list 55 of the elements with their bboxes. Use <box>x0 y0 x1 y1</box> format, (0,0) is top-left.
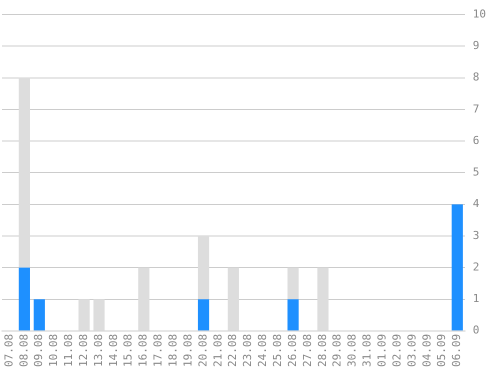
x-tick-label: 22.08 <box>226 334 240 368</box>
bar <box>287 268 299 300</box>
x-tick-label: 07.08 <box>2 334 16 368</box>
x-tick-label: 08.08 <box>17 334 30 368</box>
bar <box>228 268 239 330</box>
y-tick-label: 3 <box>472 228 480 242</box>
x-tick-label: 04.09 <box>420 334 434 368</box>
x-tick-label: 23.08 <box>241 334 254 368</box>
x-tick-label: 26.08 <box>286 334 299 368</box>
x-tick-label: 18.08 <box>166 334 180 368</box>
x-tick-label: 30.08 <box>346 334 359 368</box>
x-tick-label: 10.08 <box>47 334 60 368</box>
x-tick-label: 11.08 <box>62 334 76 368</box>
x-tick-label: 28.08 <box>316 334 329 368</box>
y-tick-label: 7 <box>472 102 480 116</box>
bar <box>452 204 463 330</box>
bar <box>198 299 210 330</box>
bar <box>93 299 105 330</box>
y-tick-label: 10 <box>472 7 486 20</box>
y-tick-label: 2 <box>472 260 480 274</box>
y-tick-label: 5 <box>472 166 480 179</box>
x-tick-label: 29.08 <box>330 334 344 368</box>
bar <box>78 299 90 330</box>
x-tick-label: 15.08 <box>122 334 135 368</box>
y-tick-label: 6 <box>472 134 480 147</box>
x-tick-label: 13.08 <box>92 334 105 368</box>
x-tick-label: 03.09 <box>405 334 418 368</box>
x-tick-label: 27.08 <box>300 334 314 368</box>
y-tick-label: 8 <box>472 70 480 84</box>
bar <box>138 268 150 330</box>
y-tick-label: 1 <box>472 292 480 306</box>
x-tick-label: 02.09 <box>390 334 404 368</box>
x-tick-label: 14.08 <box>106 334 120 368</box>
x-tick-label: 25.08 <box>271 334 284 368</box>
y-tick-label: 0 <box>472 324 480 337</box>
bar <box>34 299 45 330</box>
bar <box>317 268 329 330</box>
y-tick-label: 4 <box>472 197 480 210</box>
x-tick-label: 31.08 <box>360 334 374 368</box>
x-tick-label: 09.08 <box>32 334 46 368</box>
x-tick-label: 01.09 <box>376 334 389 368</box>
bar <box>18 268 30 330</box>
x-tick-label: 24.08 <box>256 334 270 368</box>
x-tick-label: 19.08 <box>181 334 194 368</box>
x-tick-label: 17.08 <box>152 334 165 368</box>
bar <box>18 78 30 268</box>
bar <box>287 299 299 330</box>
x-tick-label: 06.09 <box>450 334 464 368</box>
x-tick-label: 21.08 <box>211 334 224 368</box>
y-tick-label: 9 <box>472 39 480 52</box>
x-tick-label: 16.08 <box>136 334 150 368</box>
bar <box>198 236 210 300</box>
x-tick-label: 05.09 <box>435 334 448 368</box>
x-tick-label: 20.08 <box>196 334 210 368</box>
x-tick-label: 12.08 <box>76 334 90 368</box>
